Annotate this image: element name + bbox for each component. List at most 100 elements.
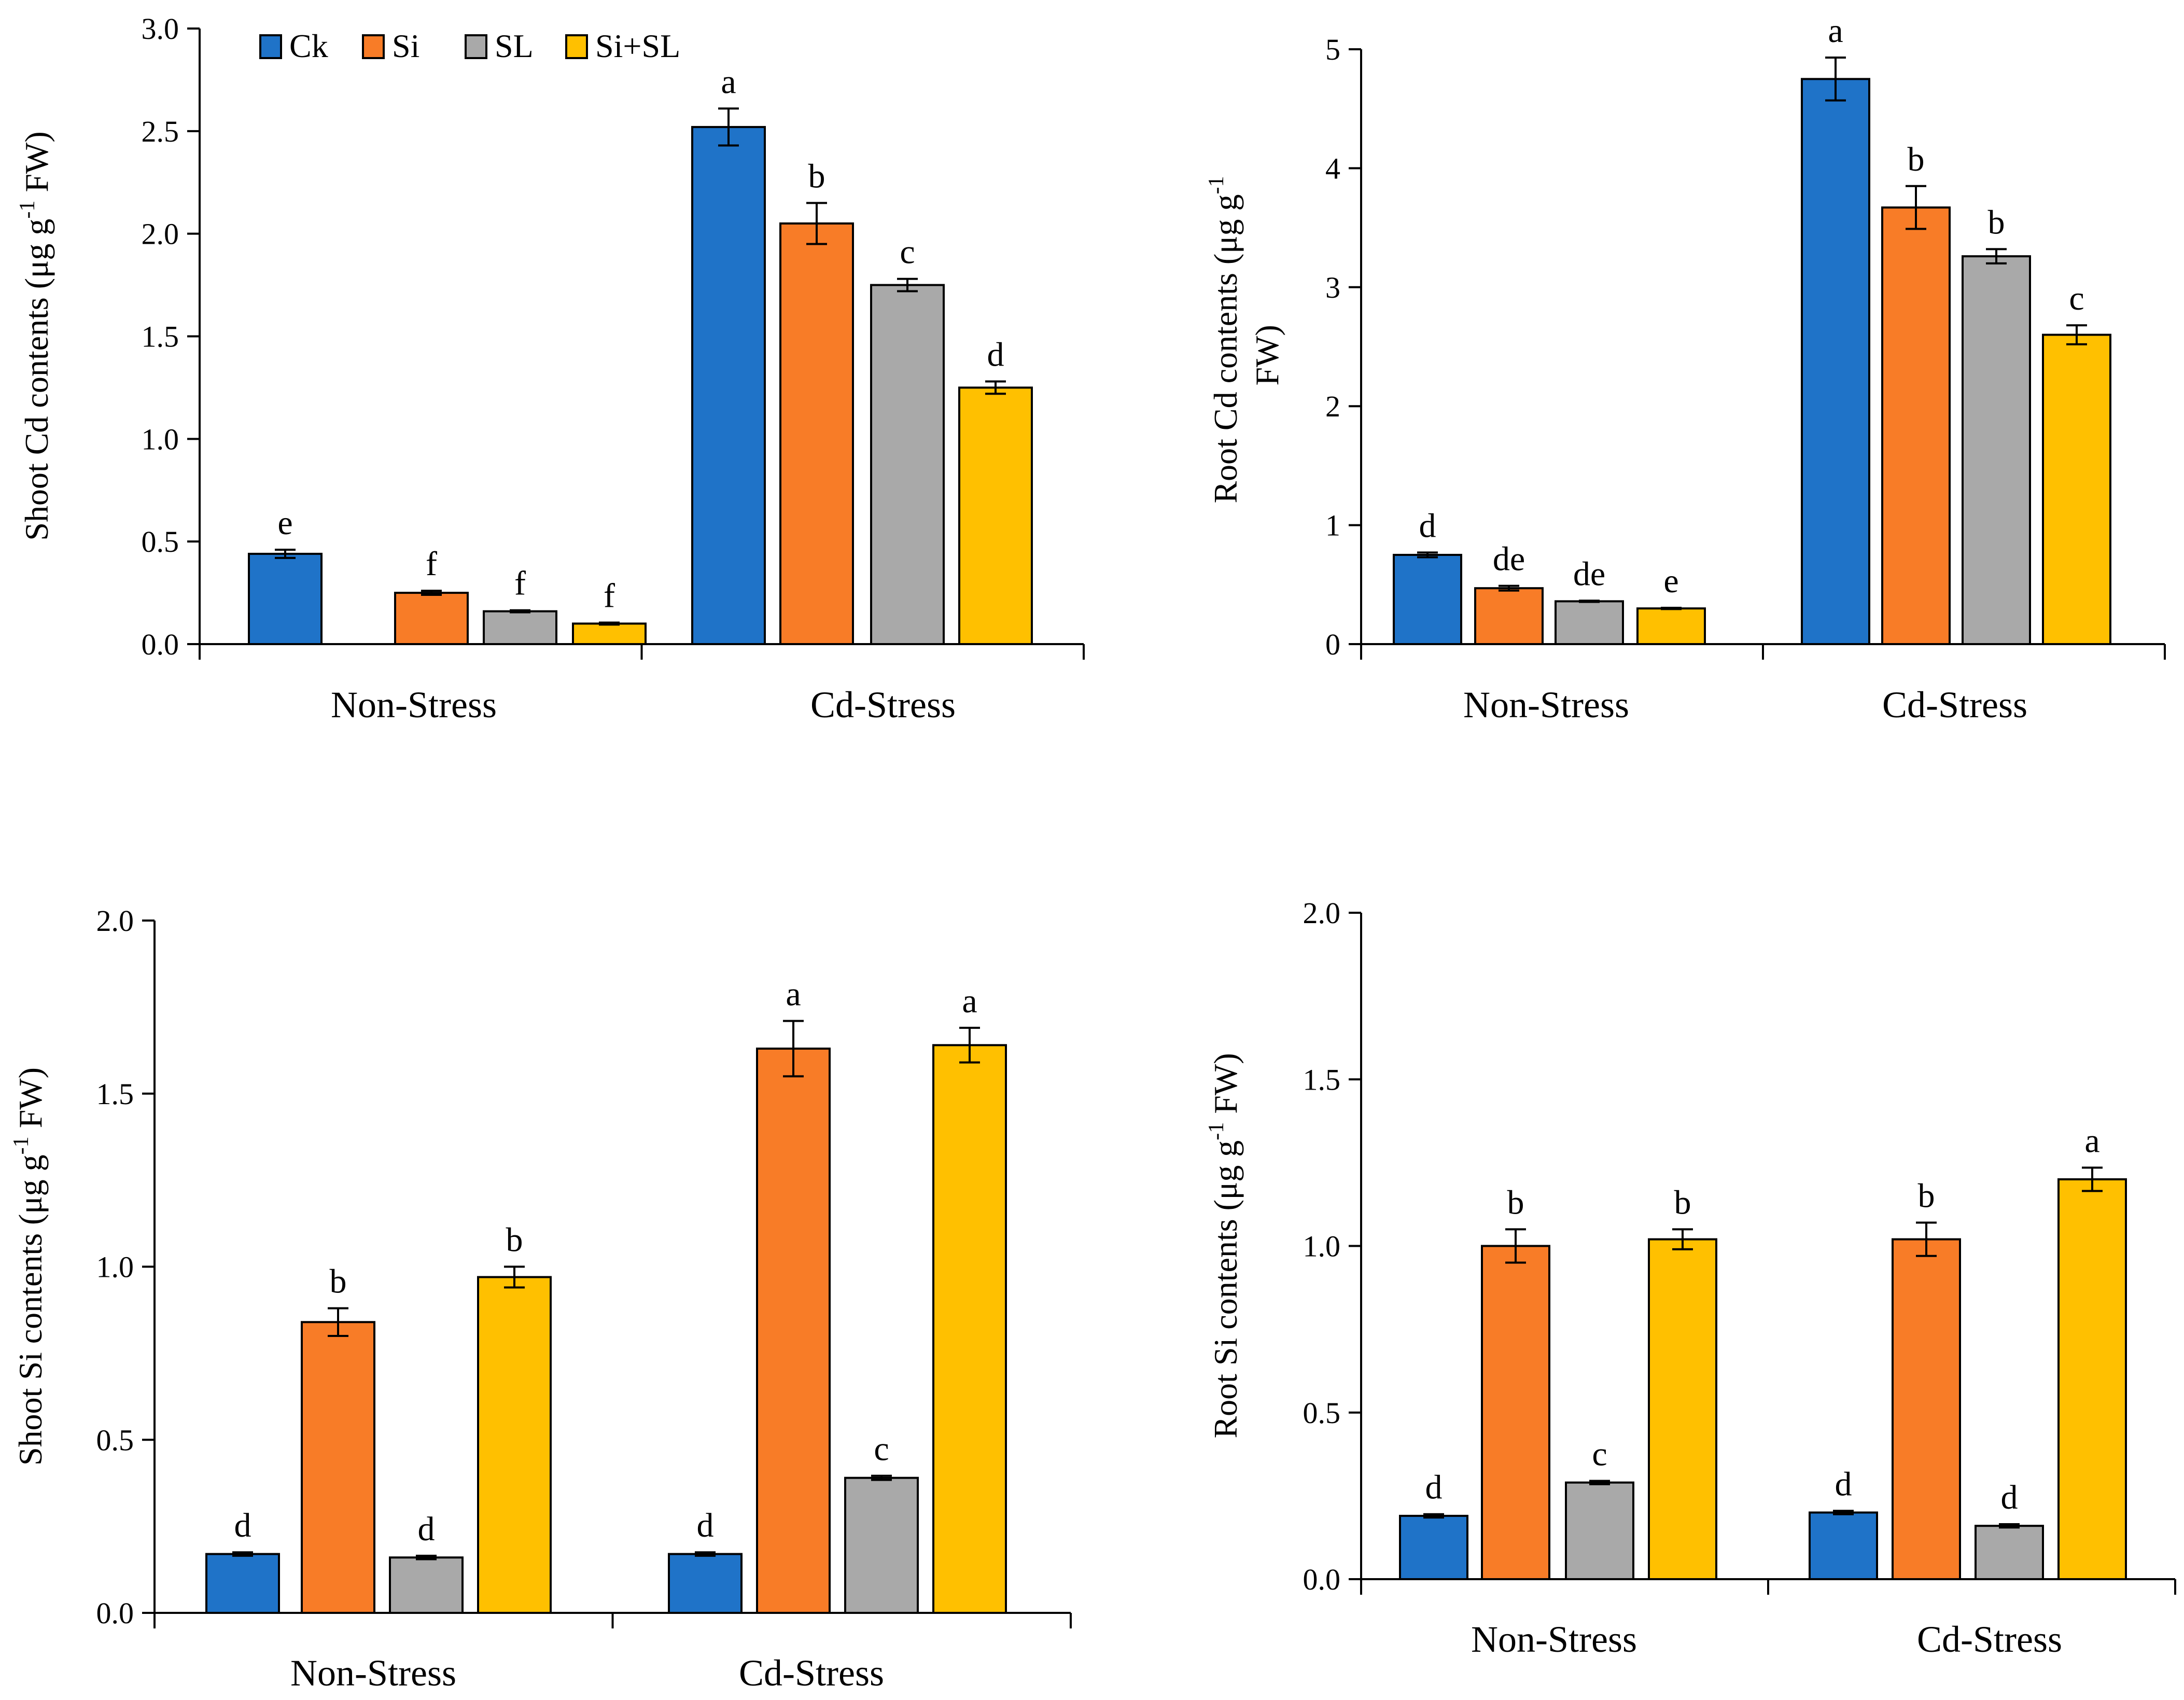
- y-tick-label: 0.5: [1303, 1396, 1341, 1430]
- bar-Ck-cd-stress: [691, 126, 766, 646]
- y-tick-label: 1.5: [142, 320, 179, 354]
- chart-root-si: 0.0 0.5 1.0 1.5 2.0 Root Si contents (μg g-1 …: [1205, 896, 2176, 1660]
- significance-letter: d: [697, 1507, 714, 1544]
- bar-Si-cd-stress: [779, 222, 854, 645]
- y-tick-label: 2.0: [1303, 896, 1341, 930]
- y-tick-label: 0.0: [96, 1596, 134, 1630]
- bar-SL-cd-stress: [1975, 1525, 2044, 1580]
- legend-swatch: [259, 34, 282, 59]
- y-tick-label: 0.5: [142, 525, 179, 559]
- significance-letter: a: [1828, 12, 1843, 50]
- y-tick-label: 2: [1325, 389, 1340, 423]
- significance-letter: d: [2001, 1479, 2018, 1516]
- legend-label: Si: [392, 27, 419, 64]
- bar-Ck-non-stress: [248, 552, 323, 645]
- bar-Ck-non-stress: [1399, 1514, 1468, 1581]
- bar-Ck-cd-stress: [1801, 78, 1870, 646]
- bar-Ck-non-stress: [205, 1553, 280, 1614]
- bar-SiplusSL-non-stress: [572, 622, 647, 646]
- significance-letter: b: [506, 1221, 523, 1259]
- bar-Si-non-stress: [394, 592, 469, 646]
- category-label: Cd-Stress: [1882, 684, 2027, 726]
- significance-letter: c: [1592, 1435, 1607, 1473]
- significance-letter: d: [1835, 1465, 1852, 1503]
- bar-Si-cd-stress: [1881, 206, 1951, 645]
- y-tick-label: 2.5: [142, 115, 179, 148]
- significance-letter: d: [987, 336, 1004, 374]
- significance-letter: c: [874, 1430, 889, 1468]
- chart-shoot-si: 0.0 0.5 1.0 1.5 2.0 Shoot Si contents (μg g-1…: [9, 904, 1072, 1694]
- y-axis-label: Shoot Si contents (μg g-1 FW): [9, 1067, 49, 1466]
- bar-SL-cd-stress: [1962, 255, 2031, 645]
- bar-SiplusSL-cd-stress: [2057, 1178, 2127, 1580]
- chart-root-cd: 0 1 2 3 4 5 Root Cd contents (μg g-1FW) Non-Str…: [1205, 12, 2166, 726]
- y-tick-label: 1.0: [142, 422, 179, 456]
- significance-letter: f: [514, 565, 526, 603]
- y-tick-label: 5: [1325, 33, 1340, 66]
- significance-letter: a: [2084, 1122, 2099, 1160]
- category-label: Cd-Stress: [810, 684, 956, 726]
- legend-swatch: [362, 34, 385, 59]
- significance-letter: e: [1663, 562, 1678, 600]
- bar-SL-non-stress: [389, 1556, 464, 1614]
- y-tick-label: 1.5: [96, 1077, 134, 1111]
- category-label: Non-Stress: [331, 684, 497, 726]
- y-tick-label: 1: [1325, 509, 1340, 542]
- significance-letter: b: [1507, 1183, 1524, 1221]
- y-tick-label: 0.0: [1303, 1563, 1341, 1596]
- category-label: Cd-Stress: [1917, 1619, 2062, 1660]
- y-tick-label: 0.0: [142, 628, 179, 661]
- bar-SiplusSL-cd-stress: [2042, 333, 2111, 645]
- significance-letter: d: [1419, 507, 1436, 545]
- significance-letter: b: [330, 1263, 347, 1301]
- bar-Ck-non-stress: [1393, 553, 1462, 645]
- significance-letter: a: [721, 63, 736, 101]
- y-axis-label: Root Si contents (μg g-1 FW): [1205, 1053, 1244, 1438]
- bar-SL-cd-stress: [844, 1476, 919, 1614]
- category-label: Non-Stress: [1471, 1619, 1637, 1660]
- category-label: Non-Stress: [290, 1652, 456, 1694]
- legend: Ck Si SL Si+SL: [259, 27, 680, 64]
- legend-swatch: [565, 34, 588, 59]
- significance-letter: a: [962, 982, 977, 1020]
- significance-letter: d: [1425, 1469, 1443, 1507]
- y-tick-label: 3: [1325, 271, 1340, 304]
- significance-letter: de: [1493, 540, 1525, 578]
- y-axis-label: Shoot Cd contents (μg g-1 FW): [16, 131, 55, 540]
- significance-letter: a: [786, 976, 801, 1013]
- y-tick-label: 0.5: [96, 1423, 134, 1457]
- significance-letter: e: [277, 504, 292, 542]
- bar-SiplusSL-cd-stress: [932, 1044, 1007, 1614]
- y-tick-label: 1.0: [96, 1250, 134, 1284]
- y-tick-label: 3.0: [142, 12, 179, 46]
- bar-SL-non-stress: [1565, 1481, 1634, 1581]
- y-tick-label: 2.0: [96, 904, 134, 938]
- y-tick-label: 0: [1325, 628, 1340, 661]
- bar-SiplusSL-non-stress: [477, 1276, 552, 1614]
- legend-label: SL: [495, 27, 534, 64]
- significance-letter: f: [426, 545, 437, 583]
- significance-letter: b: [1674, 1183, 1691, 1221]
- significance-letter: b: [1918, 1177, 1935, 1215]
- chart-shoot-cd: 0.0 0.5 1.0 1.5 2.0 2.5 3.0 Shoot Cd contents (…: [16, 12, 1085, 726]
- significance-letter: b: [1988, 203, 2005, 241]
- significance-letter: b: [1908, 141, 1925, 178]
- category-label: Non-Stress: [1463, 684, 1629, 726]
- y-tick-label: 1.5: [1303, 1063, 1341, 1096]
- bar-Si-non-stress: [1474, 587, 1544, 646]
- significance-letter: b: [808, 157, 825, 195]
- significance-letter: de: [1573, 555, 1605, 593]
- y-tick-label: 1.0: [1303, 1230, 1341, 1263]
- category-label: Cd-Stress: [739, 1652, 884, 1694]
- significance-letter: d: [234, 1507, 251, 1544]
- significance-letter: d: [418, 1510, 435, 1548]
- bar-Ck-cd-stress: [1809, 1511, 1878, 1580]
- legend-swatch: [465, 34, 487, 59]
- significance-letter: c: [2069, 280, 2084, 317]
- bar-SiplusSL-non-stress: [1648, 1238, 1717, 1580]
- bar-Si-non-stress: [301, 1321, 375, 1614]
- y-axis-label: Root Cd contents (μg g-1: [1205, 176, 1244, 503]
- significance-letter: c: [900, 233, 915, 271]
- legend-label: Si+SL: [595, 27, 680, 64]
